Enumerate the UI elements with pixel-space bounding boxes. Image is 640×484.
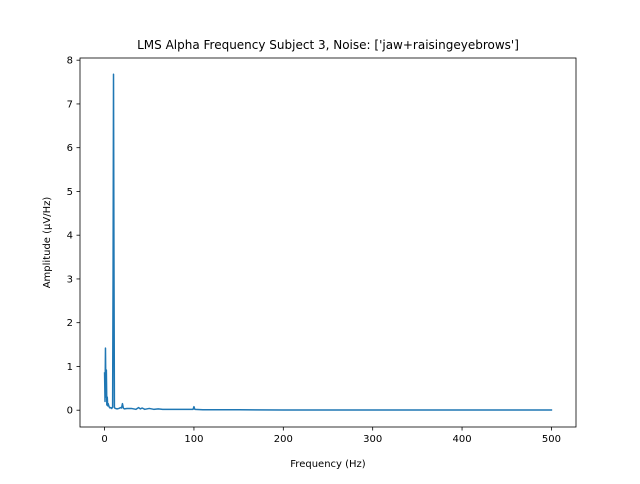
axes-frame — [79, 57, 577, 428]
x-axis-ticks: 0 100 200 300 400 500 — [101, 427, 561, 445]
x-tick-label: 500 — [542, 434, 561, 445]
x-tick-label: 0 — [101, 434, 107, 445]
y-tick-label: 4 — [67, 231, 73, 242]
x-tick-label: 400 — [453, 434, 472, 445]
y-tick-label: 0 — [67, 406, 73, 417]
y-tick-label: 5 — [67, 187, 73, 198]
y-tick-label: 8 — [67, 56, 73, 67]
x-tick-label: 300 — [363, 434, 382, 445]
x-tick-label: 100 — [184, 434, 203, 445]
y-tick-label: 3 — [67, 274, 73, 285]
x-axis-label: Frequency (Hz) — [290, 459, 366, 470]
y-tick-label: 7 — [67, 99, 73, 110]
series-line — [103, 73, 553, 411]
y-tick-label: 1 — [67, 362, 73, 373]
y-axis-ticks: 0 1 2 3 4 5 6 7 8 — [67, 56, 80, 417]
chart-title: LMS Alpha Frequency Subject 3, Noise: ['… — [137, 38, 519, 52]
y-axis-label: Amplitude (μV/Hz) — [42, 197, 53, 289]
y-tick-label: 6 — [67, 143, 73, 154]
y-tick-label: 2 — [67, 318, 73, 329]
x-tick-label: 200 — [274, 434, 293, 445]
plot-area — [103, 73, 553, 411]
